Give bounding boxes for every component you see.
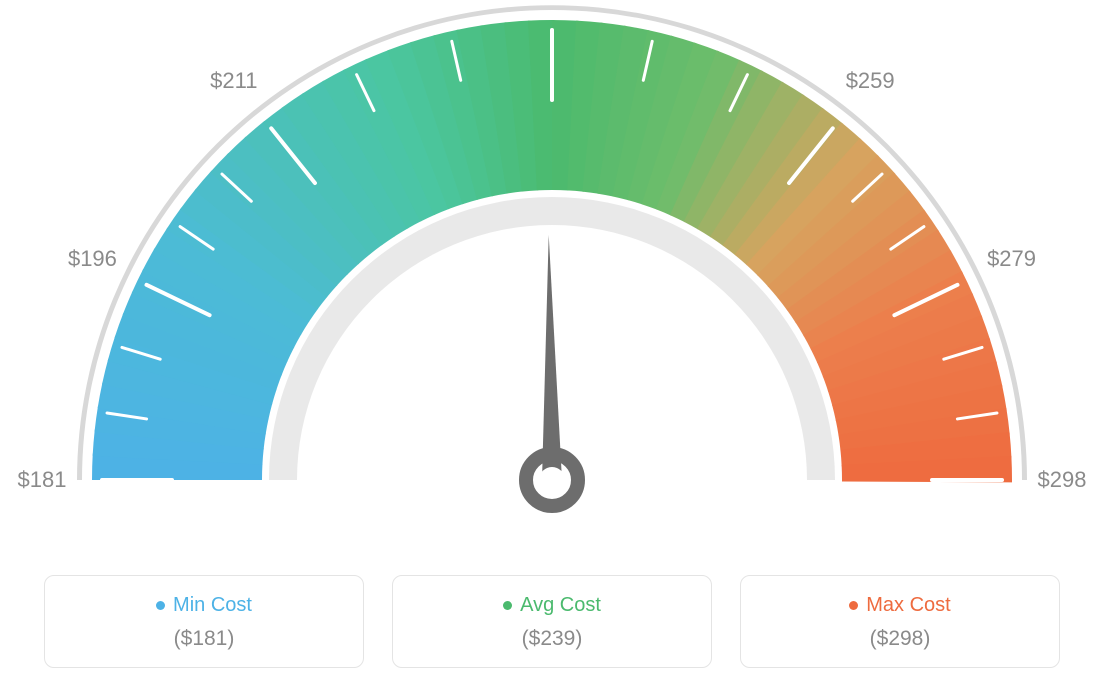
- summary-label-avg: Avg Cost: [503, 594, 601, 617]
- summary-label-text: Max Cost: [866, 594, 950, 617]
- summary-row: Min Cost ($181) Avg Cost ($239) Max Cost…: [0, 575, 1104, 668]
- summary-label-min: Min Cost: [156, 594, 252, 617]
- gauge-tick-label: $298: [1038, 467, 1087, 493]
- summary-card-min: Min Cost ($181): [44, 575, 364, 668]
- gauge-tick-label: $259: [846, 68, 895, 94]
- gauge-tick-label: $181: [18, 467, 67, 493]
- gauge-tick-label: $279: [987, 246, 1036, 272]
- gauge-svg: [0, 0, 1104, 560]
- summary-value-max: ($298): [751, 627, 1049, 651]
- summary-value-avg: ($239): [403, 627, 701, 651]
- dot-max-icon: [849, 601, 858, 610]
- summary-label-text: Min Cost: [173, 594, 252, 617]
- summary-card-max: Max Cost ($298): [740, 575, 1060, 668]
- dot-avg-icon: [503, 601, 512, 610]
- summary-label-text: Avg Cost: [520, 594, 601, 617]
- dot-min-icon: [156, 601, 165, 610]
- gauge-chart: $181$196$211$239$259$279$298: [0, 0, 1104, 560]
- gauge-tick-label: $211: [210, 68, 257, 94]
- summary-value-min: ($181): [55, 627, 353, 651]
- summary-label-max: Max Cost: [849, 594, 950, 617]
- gauge-tick-label: $196: [68, 246, 117, 272]
- summary-card-avg: Avg Cost ($239): [392, 575, 712, 668]
